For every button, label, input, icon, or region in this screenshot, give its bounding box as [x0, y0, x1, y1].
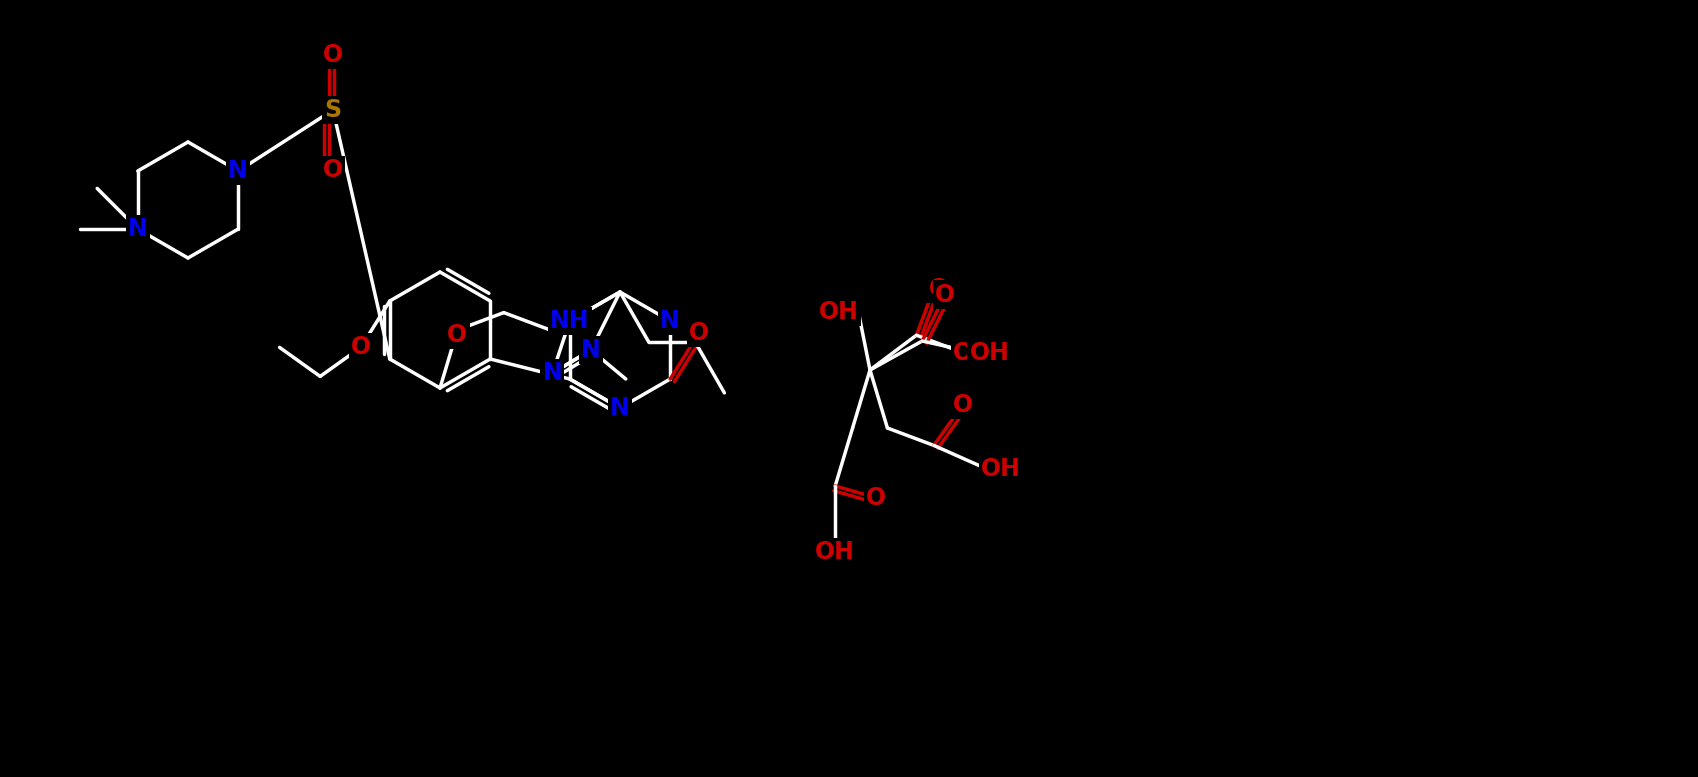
Text: N: N — [127, 217, 148, 241]
Text: O: O — [323, 158, 343, 182]
Text: O: O — [447, 323, 467, 347]
Text: N: N — [228, 159, 248, 183]
Text: O: O — [866, 486, 885, 510]
Text: O: O — [953, 393, 973, 416]
Text: N: N — [661, 309, 679, 333]
Text: OH: OH — [815, 540, 854, 564]
Text: OH: OH — [980, 457, 1020, 481]
Text: O: O — [323, 43, 343, 67]
Text: N: N — [542, 361, 562, 385]
Text: OH: OH — [970, 340, 1009, 364]
Text: O: O — [350, 336, 370, 360]
Text: O: O — [929, 277, 947, 301]
Text: NH: NH — [550, 309, 589, 333]
Text: N: N — [581, 338, 601, 362]
Text: OH: OH — [818, 300, 857, 324]
Text: O: O — [689, 321, 708, 345]
Text: N: N — [610, 396, 630, 420]
Text: O: O — [936, 283, 954, 307]
Text: OH: OH — [953, 340, 992, 364]
Text: S: S — [324, 98, 341, 122]
